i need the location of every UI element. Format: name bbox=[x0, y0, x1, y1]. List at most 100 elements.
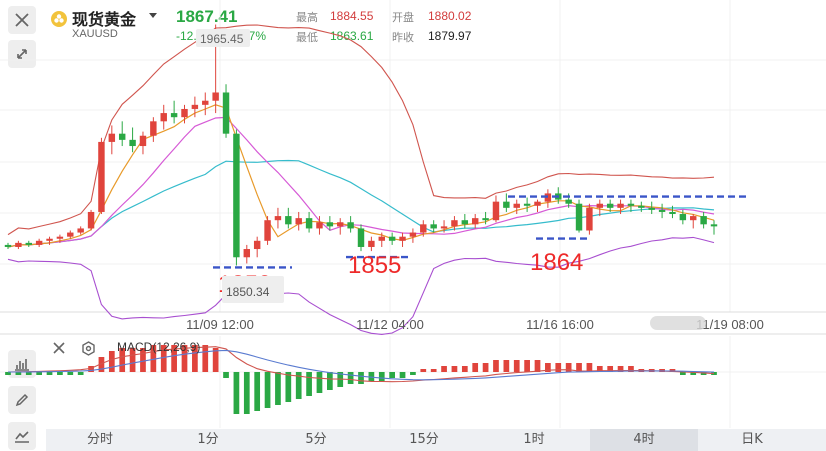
candle-body bbox=[170, 113, 178, 118]
macd-bar bbox=[264, 372, 271, 408]
macd-bar bbox=[399, 372, 406, 378]
tab-timeframe[interactable]: 日K bbox=[741, 432, 763, 447]
dea-line bbox=[8, 349, 715, 381]
macd-chart bbox=[0, 336, 826, 428]
candle-body bbox=[150, 121, 157, 136]
candle-body bbox=[378, 236, 385, 241]
tab-timeframe[interactable]: 4时 bbox=[590, 429, 698, 451]
macd-bar bbox=[628, 366, 634, 372]
macd-bar bbox=[410, 372, 416, 375]
candle-body bbox=[648, 207, 655, 210]
candle-body bbox=[658, 209, 666, 212]
candle-body bbox=[492, 201, 500, 221]
tab-timeframe[interactable]: 5分 bbox=[305, 432, 327, 447]
macd-bar bbox=[295, 372, 302, 399]
candle-body bbox=[679, 214, 687, 221]
high-flag-text: 1965.45 bbox=[200, 32, 244, 46]
chevron-down-icon[interactable] bbox=[148, 12, 158, 20]
macd-bar bbox=[140, 348, 146, 372]
candle-body bbox=[523, 203, 531, 206]
close-icon bbox=[15, 13, 29, 27]
tab-timeframe[interactable]: 分时 bbox=[86, 432, 113, 447]
macd-bar bbox=[181, 345, 188, 372]
candle-body bbox=[430, 224, 437, 229]
macd-bar bbox=[223, 372, 229, 378]
macd-bar bbox=[378, 372, 385, 381]
instrument-name[interactable]: 现货黄金 bbox=[72, 10, 137, 29]
close-button[interactable] bbox=[8, 6, 36, 34]
macd-bar bbox=[233, 372, 240, 414]
macd-bar bbox=[275, 372, 281, 405]
macd-bar bbox=[493, 360, 499, 372]
low-value: 1863.61 bbox=[330, 29, 374, 43]
macd-bar bbox=[316, 372, 323, 393]
candle-body bbox=[471, 218, 479, 225]
macd-bar bbox=[254, 372, 261, 411]
macd-bar bbox=[36, 372, 43, 375]
tab-timeframe[interactable]: 1时 bbox=[523, 432, 545, 447]
macd-bar bbox=[119, 348, 126, 372]
macd-bar bbox=[524, 360, 530, 372]
macd-bar bbox=[607, 366, 614, 372]
candle-body bbox=[440, 226, 448, 229]
macd-bar bbox=[700, 372, 707, 375]
candle-body bbox=[710, 224, 718, 227]
macd-label: MACD(12,26,9) bbox=[117, 340, 201, 354]
macd-bar bbox=[472, 363, 479, 372]
candle-body bbox=[264, 220, 271, 241]
candle-body bbox=[35, 240, 43, 245]
candle-body bbox=[160, 113, 167, 122]
x-tick-label: 11/09 12:00 bbox=[186, 317, 254, 332]
tab-timeframe[interactable]: 15分 bbox=[409, 432, 439, 447]
candle-body bbox=[503, 201, 510, 208]
candle-body bbox=[586, 207, 593, 231]
candle-body bbox=[337, 222, 344, 227]
high-flag-box bbox=[196, 29, 250, 47]
candle-body bbox=[461, 220, 469, 225]
candle-body bbox=[181, 108, 188, 118]
macd-bar bbox=[212, 348, 219, 372]
candle-body bbox=[108, 133, 116, 142]
candle-body bbox=[638, 205, 645, 208]
x-tick-label: 11/16 16:00 bbox=[526, 317, 594, 332]
macd-bar bbox=[576, 363, 582, 372]
candle-body bbox=[77, 228, 84, 233]
candle-body bbox=[243, 249, 251, 258]
candle-body bbox=[98, 141, 105, 212]
candle-body bbox=[451, 220, 458, 227]
macd-bar bbox=[451, 366, 458, 372]
candle-body bbox=[513, 203, 520, 208]
current-price: 1867.41 bbox=[176, 7, 238, 26]
candle-body bbox=[253, 240, 261, 250]
open-label: 开盘 bbox=[392, 11, 414, 24]
line-chart-icon bbox=[15, 431, 29, 443]
macd-bar bbox=[358, 372, 364, 384]
macd-bar bbox=[108, 351, 115, 372]
candle-body bbox=[617, 203, 624, 208]
expand-button[interactable] bbox=[8, 40, 36, 68]
macd-bar bbox=[285, 372, 292, 402]
candle-body bbox=[690, 216, 697, 221]
bar-chart-icon bbox=[15, 359, 29, 371]
macd-bar bbox=[98, 357, 105, 372]
tab-timeframe[interactable]: 1分 bbox=[197, 432, 219, 447]
macd-close-icon[interactable] bbox=[52, 341, 66, 355]
candle-body bbox=[67, 232, 74, 237]
macd-settings-icon[interactable] bbox=[81, 341, 96, 356]
macd-bar bbox=[690, 372, 697, 375]
candle-body bbox=[87, 211, 95, 229]
macd-bar bbox=[150, 345, 157, 372]
draw-button[interactable] bbox=[8, 386, 36, 414]
scroll-indicator bbox=[650, 316, 706, 330]
macd-bar bbox=[430, 369, 437, 372]
candle-body bbox=[596, 203, 604, 208]
compare-button[interactable] bbox=[8, 422, 36, 450]
candle-body bbox=[565, 199, 572, 204]
macd-bar bbox=[555, 363, 562, 372]
x-tick-label: 11/19 08:00 bbox=[696, 317, 764, 332]
candle-body bbox=[15, 242, 22, 247]
macd-bar bbox=[77, 372, 84, 375]
low-label: 最低 bbox=[296, 31, 318, 44]
macd-bar bbox=[389, 372, 396, 378]
